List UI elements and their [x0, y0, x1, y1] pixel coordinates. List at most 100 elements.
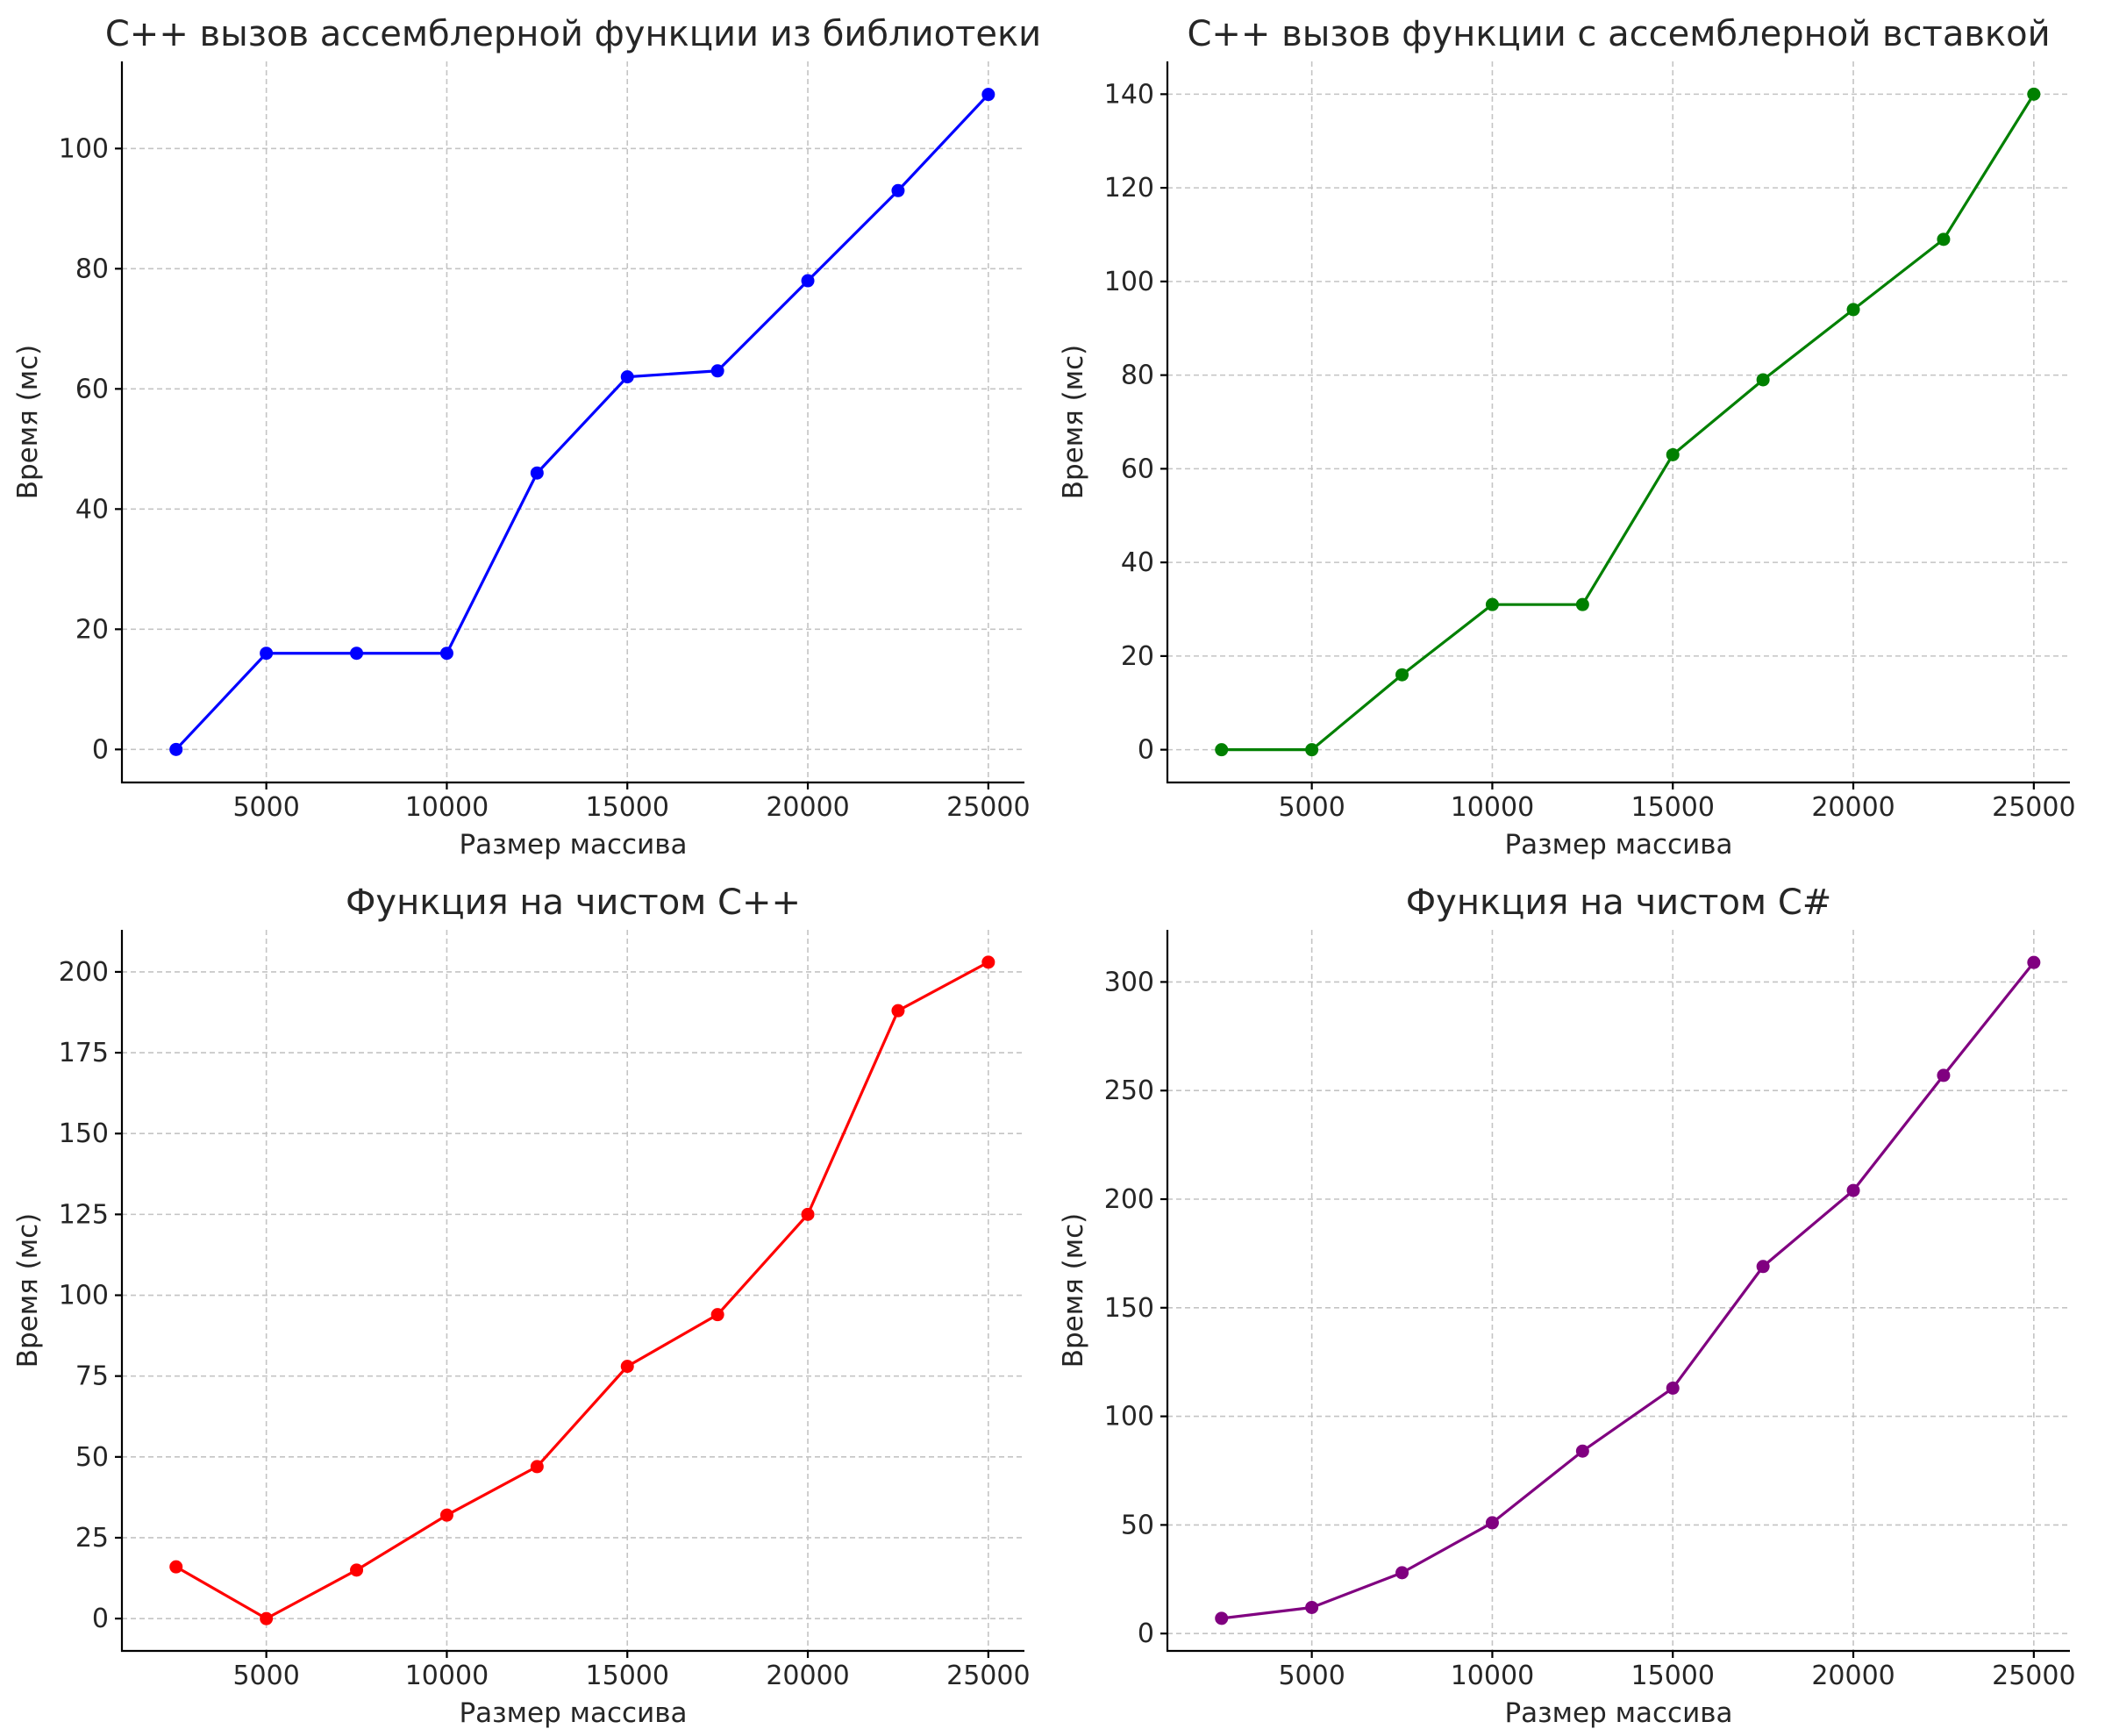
y-tick-label: 60 — [1121, 454, 1154, 484]
y-tick-label: 40 — [1121, 547, 1154, 578]
y-tick-label: 80 — [1121, 361, 1154, 391]
y-tick-label: 125 — [59, 1199, 109, 1230]
x-tick-label: 25000 — [1992, 792, 2075, 823]
x-tick-label: 5000 — [1278, 1661, 1345, 1691]
x-tick-label: 20000 — [766, 792, 849, 823]
grid — [122, 61, 1024, 782]
x-axis-label: Размер массива — [459, 829, 687, 861]
y-tick-label: 250 — [1104, 1075, 1154, 1106]
data-point — [1666, 447, 1680, 461]
data-point — [1575, 1444, 1589, 1458]
x-tick-label: 10000 — [405, 1661, 489, 1691]
grid — [1167, 930, 2070, 1651]
x-tick-label: 15000 — [586, 792, 669, 823]
grid — [122, 930, 1024, 1651]
y-tick-label: 100 — [59, 1281, 109, 1311]
chart-panel-asm-library: C++ вызов ассемблерной функции из библио… — [12, 14, 1041, 861]
data-point — [1937, 232, 1951, 246]
data-point — [1937, 1068, 1951, 1082]
data-point — [620, 370, 634, 384]
series-line — [1221, 93, 2036, 752]
data-point — [620, 1360, 634, 1374]
data-point — [260, 647, 274, 661]
y-tick-label: 140 — [1104, 79, 1154, 110]
data-point — [1666, 1381, 1680, 1395]
chart-panel-pure-csharp: Функция на чистом C# Размер массива Врем… — [1058, 882, 2076, 1729]
data-point — [169, 1560, 183, 1574]
data-point — [1395, 1566, 1409, 1580]
x-tick-label: 10000 — [1451, 1661, 1534, 1691]
y-axis-label: Время (мс) — [12, 345, 44, 500]
x-axis-label: Размер массива — [1504, 829, 1732, 861]
x-axis-label: Размер массива — [1504, 1697, 1732, 1729]
y-tick-label: 60 — [75, 374, 109, 404]
data-point — [1575, 597, 1589, 611]
y-tick-label: 100 — [59, 133, 109, 164]
data-point — [1305, 743, 1319, 757]
data-point — [801, 274, 815, 288]
x-tick-label: 15000 — [1631, 792, 1715, 823]
data-point — [1305, 1600, 1319, 1614]
y-tick-label: 80 — [75, 254, 109, 284]
y-tick-label: 100 — [1104, 267, 1154, 297]
chart-title: C++ вызов ассемблерной функции из библио… — [105, 14, 1041, 54]
data-point — [1485, 597, 1499, 611]
data-point — [169, 742, 183, 756]
x-tick-label: 10000 — [1451, 792, 1534, 823]
data-point — [2027, 87, 2041, 101]
y-tick-label: 75 — [75, 1361, 109, 1392]
y-tick-label: 100 — [1104, 1402, 1154, 1432]
data-point — [1756, 1260, 1770, 1274]
y-tick-label: 50 — [1121, 1510, 1154, 1540]
data-point — [801, 1207, 815, 1221]
data-point — [891, 1004, 905, 1018]
data-point — [350, 647, 364, 661]
y-tick-label: 175 — [59, 1038, 109, 1068]
x-tick-label: 15000 — [586, 1661, 669, 1691]
x-tick-label: 20000 — [766, 1661, 849, 1691]
data-point — [530, 1460, 544, 1474]
y-axis-label: Время (мс) — [12, 1213, 44, 1368]
data-point — [1846, 1183, 1860, 1197]
y-tick-label: 120 — [1104, 173, 1154, 204]
data-point — [1756, 373, 1770, 387]
data-point — [981, 88, 995, 102]
chart-title: Функция на чистом C++ — [346, 882, 801, 923]
y-tick-label: 40 — [75, 494, 109, 525]
data-point — [1215, 1611, 1229, 1625]
y-tick-label: 50 — [75, 1442, 109, 1473]
data-point — [710, 364, 724, 378]
data-point — [710, 1308, 724, 1322]
y-tick-label: 0 — [92, 734, 109, 765]
y-tick-label: 150 — [1104, 1293, 1154, 1324]
y-axis-label: Время (мс) — [1058, 345, 1089, 500]
x-tick-label: 25000 — [1992, 1661, 2075, 1691]
x-tick-label: 10000 — [405, 792, 489, 823]
data-point — [2027, 955, 2041, 969]
x-tick-label: 20000 — [1811, 1661, 1894, 1691]
x-tick-label: 20000 — [1811, 792, 1894, 823]
y-tick-label: 0 — [1138, 1618, 1154, 1649]
y-tick-label: 0 — [92, 1604, 109, 1634]
x-tick-label: 25000 — [946, 1661, 1030, 1691]
data-point — [1215, 743, 1229, 757]
data-point — [530, 466, 544, 480]
y-tick-label: 200 — [1104, 1184, 1154, 1215]
data-point — [891, 183, 905, 197]
series-line — [1221, 961, 2036, 1620]
y-tick-label: 20 — [75, 614, 109, 645]
x-tick-label: 15000 — [1631, 1661, 1715, 1691]
data-point — [1846, 303, 1860, 317]
chart-title: C++ вызов функции с ассемблерной вставко… — [1187, 14, 2050, 54]
x-tick-label: 25000 — [946, 792, 1030, 823]
y-tick-label: 300 — [1104, 967, 1154, 997]
x-tick-label: 5000 — [1278, 792, 1345, 823]
chart-panel-asm-inline: C++ вызов функции с ассемблерной вставко… — [1058, 14, 2076, 861]
data-point — [350, 1563, 364, 1577]
x-tick-label: 5000 — [232, 792, 299, 823]
x-tick-label: 5000 — [232, 1661, 299, 1691]
x-axis-label: Размер массива — [459, 1697, 687, 1729]
y-tick-label: 25 — [75, 1523, 109, 1554]
series-line — [175, 961, 989, 1620]
